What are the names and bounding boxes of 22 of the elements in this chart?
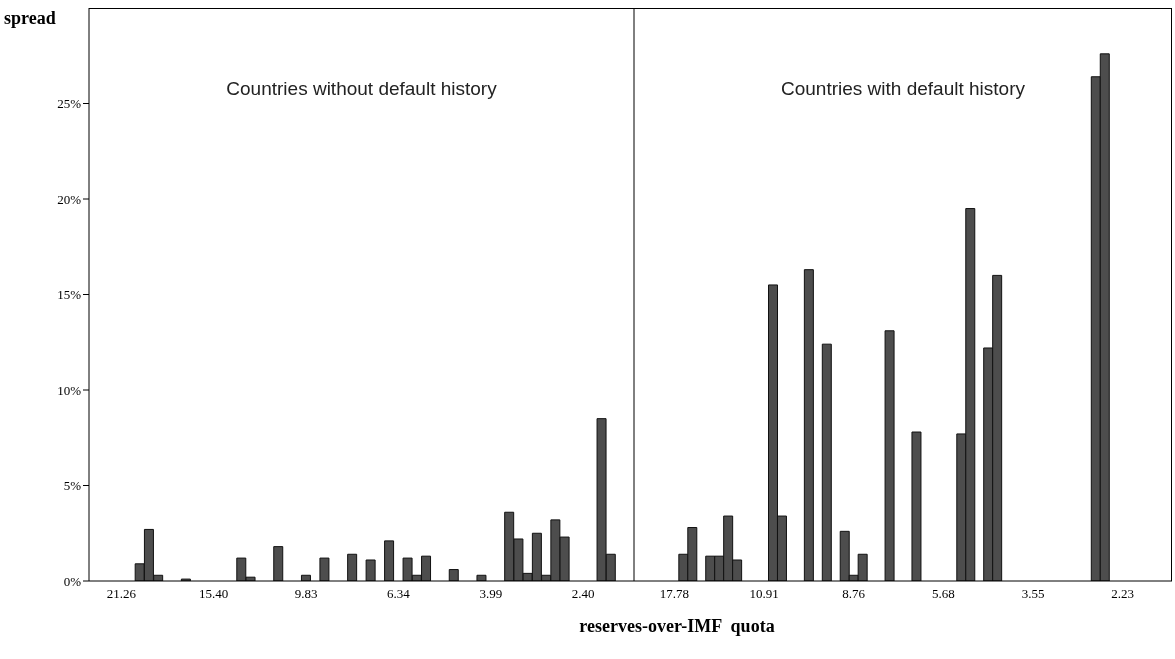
annotation: Countries with default history xyxy=(780,78,1026,100)
annotation: Countries without default history xyxy=(225,78,498,100)
y-axis-title: spread xyxy=(4,8,56,29)
y-tick-label: 0% xyxy=(63,573,82,589)
y-tick-label: 25% xyxy=(57,96,82,112)
x-tick-label: 3.99 xyxy=(479,586,503,602)
y-tick-label: 10% xyxy=(57,382,82,398)
y-tick-label: 20% xyxy=(57,191,82,207)
x-axis-title: reserves-over-IMF quota xyxy=(578,616,776,637)
x-tick-label: 21.26 xyxy=(106,586,137,602)
x-tick-label: 3.55 xyxy=(1021,586,1045,602)
x-tick-label: 5.68 xyxy=(931,586,955,602)
x-tick-label: 17.78 xyxy=(659,586,689,602)
x-tick-label: 8.76 xyxy=(842,586,866,602)
x-tick-label: 6.34 xyxy=(387,586,411,602)
y-tick-label: 5% xyxy=(63,478,82,494)
y-tick-label: 15% xyxy=(57,287,82,303)
x-tick-label: 2.23 xyxy=(1111,586,1135,602)
x-tick-label: 2.40 xyxy=(571,586,595,602)
x-tick-label: 10.91 xyxy=(749,586,779,602)
x-tick-label: 15.40 xyxy=(199,586,229,602)
x-tick-label: 9.83 xyxy=(294,586,318,602)
